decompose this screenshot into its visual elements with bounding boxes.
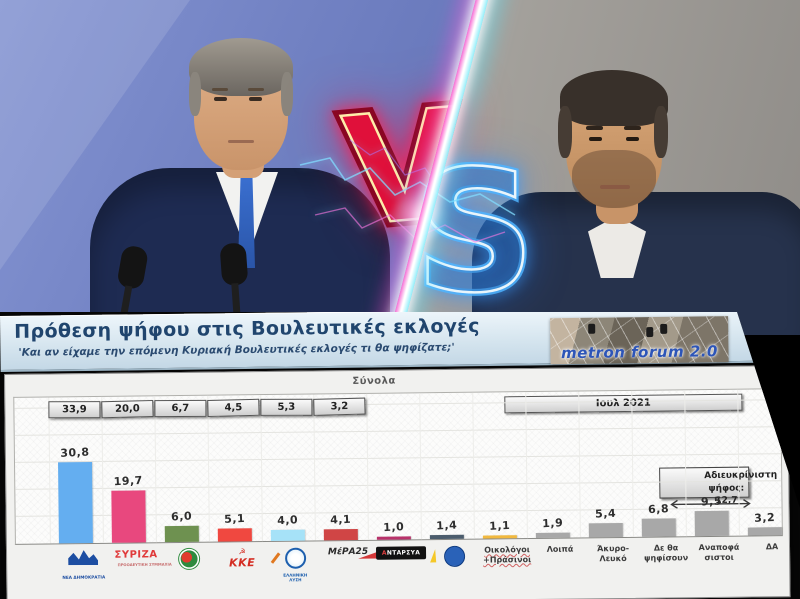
- compass-needle-icon: [270, 552, 280, 564]
- plefsi-eleftherias-logo-icon: [443, 545, 465, 568]
- photo-montage: V V V S S: [0, 0, 800, 335]
- poll-slide: Πρόθεση ψήφου στις Βουλευτικές εκλογές '…: [0, 312, 800, 599]
- kinal-logo-icon: [178, 548, 200, 570]
- total-value-box: 3,2: [313, 397, 366, 416]
- bar-value-label: 1,0: [382, 520, 405, 535]
- category-text: Οικολόγοι +Πράσινοι: [483, 545, 532, 565]
- category-text: Δε θα ψηφίσουν: [644, 543, 689, 563]
- party-label-loipa: Λοιπά: [530, 544, 590, 554]
- climber-figure: [588, 323, 596, 334]
- bar-nd: [58, 462, 93, 544]
- mera25-logo: ΜέΡΑ25: [328, 547, 368, 558]
- elliniki-lysi-logo-icon: [270, 547, 306, 569]
- bar-value-label: 30,8: [60, 445, 90, 460]
- bar-value-label: 3,2: [753, 510, 776, 525]
- gridline: [418, 393, 422, 540]
- mitsotakis-hair: [189, 38, 293, 96]
- gridline: [14, 426, 781, 436]
- antarsya-logo: ΑΝΤΑΡΣΥΑ: [375, 546, 427, 560]
- bar-mera25: [323, 529, 358, 541]
- poll-subtitle: 'Και αν είχαμε την επόμενη Κυριακή Βουλε…: [18, 341, 455, 359]
- plot-area: Ιουλ 2021 Αδιευκρίνιστη ψήφος: 12,7 30,8…: [13, 388, 783, 545]
- bar-akyro-leyko: [588, 522, 623, 538]
- sail-icon: [428, 549, 441, 563]
- bar-value-label: 6,8: [647, 502, 670, 517]
- metron-forum-logo: metron forum 2.0: [550, 316, 729, 365]
- gridline: [524, 392, 528, 539]
- category-axis: ΝΕΑ ΔΗΜΟΚΡΑΤΙΑ ΣΥΡΙΖΑ ΠΡΟΟΔΕΥΤΙΚΗ ΣΥΜΜΑΧΙΑ…: [15, 542, 788, 599]
- party-label-mera25: ΜέΡΑ25: [318, 547, 378, 558]
- bar-value-label: 1,4: [435, 518, 458, 533]
- party-label-elliniki-lysi: ΕΛΛΗΝΙΚΗ ΛΥΣΗ: [265, 547, 325, 585]
- poll-header: Πρόθεση ψήφου στις Βουλευτικές εκλογές '…: [0, 312, 800, 372]
- mitsotakis-tie: [238, 176, 255, 268]
- elliniki-lysi-logo-text: ΕΛΛΗΝΙΚΗ ΛΥΣΗ: [283, 573, 308, 583]
- gridline: [47, 397, 51, 544]
- syriza-logo-text: ΣΥΡΙΖΑ: [114, 549, 158, 561]
- gridline: [14, 453, 781, 463]
- party-label-anapofasistoi: Αναποφά σιστοι: [689, 543, 749, 563]
- bar-value-label: 5,1: [223, 511, 246, 526]
- bar-kinal: [164, 526, 199, 543]
- bar-value-label: 5,4: [594, 506, 617, 521]
- category-text: Άκυρο- Λευκό: [596, 543, 630, 563]
- party-label-kke: ☭ ΚΚΕ: [212, 547, 272, 570]
- category-text: Αναποφά σιστοι: [698, 542, 740, 562]
- party-label-oikologoi-prasinoi: Οικολόγοι +Πράσινοι: [477, 545, 537, 565]
- bar-anapofasistoi: [694, 510, 729, 537]
- chart-title: Σύνολα: [352, 375, 396, 388]
- nd-logo-icon: [68, 550, 98, 565]
- tsipras-hair: [560, 70, 668, 126]
- climber-figure: [646, 327, 654, 338]
- party-label-nd: ΝΕΑ ΔΗΜΟΚΡΑΤΙΑ: [53, 550, 113, 582]
- party-label-de-tha-psifisoun: Δε θα ψηφίσουν: [636, 543, 696, 563]
- bar-kke: [217, 527, 252, 542]
- total-value-box: 6,7: [154, 399, 207, 418]
- total-value-box: 4,5: [207, 398, 260, 418]
- photo-mitsotakis: [0, 0, 800, 335]
- category-text: ΔΑ: [765, 542, 779, 552]
- party-label-syriza: ΣΥΡΙΖΑ ΠΡΟΟΔΕΥΤΙΚΗ ΣΥΜΜΑΧΙΑ: [106, 549, 172, 569]
- category-text: Λοιπά: [546, 544, 574, 554]
- bar-value-label: 4,1: [329, 512, 352, 527]
- period-box: Ιουλ 2021: [504, 393, 743, 414]
- party-label-kinal: [159, 548, 219, 574]
- party-label-antarsya: ΑΝΤΑΡΣΥΑ: [371, 546, 431, 560]
- bar-elliniki-lysi: [270, 530, 305, 541]
- poll-title: Πρόθεση ψήφου στις Βουλευτικές εκλογές: [14, 315, 481, 343]
- party-label-plefsi-eleftherias: [424, 545, 484, 571]
- bar-syriza: [111, 490, 146, 543]
- party-label-da: ΔΑ: [742, 542, 800, 552]
- total-value-box: 20,0: [101, 399, 154, 419]
- bar-de-tha-psifisoun: [641, 518, 676, 537]
- bar-plefsi-eleftherias: [429, 535, 464, 540]
- bar-antarsya: [376, 536, 411, 540]
- bar-oikologoi-prasinoi: [482, 535, 517, 539]
- poll-chart-panel: Σύνολα Ιουλ 2021 Αδιευκρίνιστη ψήφος: 12…: [4, 365, 791, 599]
- bar-value-label: 1,9: [541, 516, 564, 531]
- bar-da: [747, 526, 782, 536]
- bar-value-label: 9,5: [700, 494, 723, 509]
- total-value-box: 33,9: [48, 401, 101, 419]
- mera25-logo-text: ΜέΡΑ25: [327, 546, 369, 558]
- bar-loipa: [535, 532, 570, 538]
- party-label-akyro-leyko: Άκυρο- Λευκό: [583, 544, 643, 564]
- nd-logo-text: ΝΕΑ ΔΗΜΟΚΡΑΤΙΑ: [62, 574, 106, 581]
- total-value-box: 5,3: [260, 398, 313, 416]
- climber-figure: [660, 323, 668, 334]
- bar-value-label: 6,0: [170, 509, 193, 524]
- bar-value-label: 4,0: [276, 513, 299, 528]
- bar-value-label: 19,7: [113, 474, 144, 489]
- kke-logo-text: ΚΚΕ: [229, 556, 256, 570]
- syriza-logo-subtext: ΠΡΟΟΔΕΥΤΙΚΗ ΣΥΜΜΑΧΙΑ: [117, 562, 172, 568]
- metron-forum-logo-text: metron forum 2.0: [560, 342, 719, 363]
- gridline: [100, 396, 104, 543]
- bar-value-label: 1,1: [488, 519, 511, 533]
